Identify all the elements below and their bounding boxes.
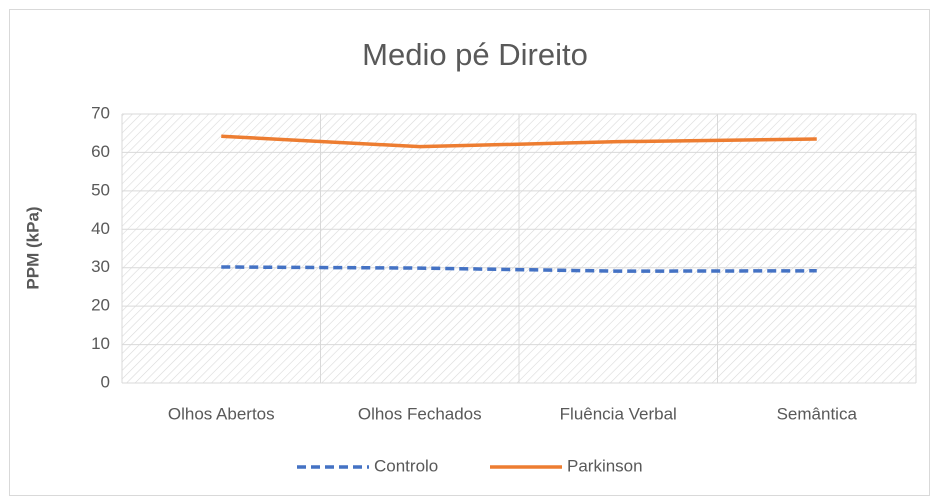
chart-title: Medio pé Direito [362,37,588,72]
y-axis-label: PPM (kPa) [23,206,42,289]
x-tick-label: Fluência Verbal [560,404,677,423]
y-tick-label: 30 [91,257,110,276]
y-tick-label: 70 [91,103,110,122]
y-tick-label: 10 [91,334,110,353]
x-tick-label: Olhos Abertos [168,404,275,423]
legend-label: Controlo [374,456,438,475]
x-tick-label: Semântica [777,404,858,423]
x-tick-label: Olhos Fechados [358,404,482,423]
series-line [221,134,817,149]
legend-label: Parkinson [567,456,643,475]
series-line [221,265,817,273]
y-tick-label: 0 [101,372,110,391]
y-tick-label: 20 [91,296,110,315]
y-tick-label: 50 [91,180,110,199]
y-tick-label: 40 [91,219,110,238]
y-tick-label: 60 [91,142,110,161]
